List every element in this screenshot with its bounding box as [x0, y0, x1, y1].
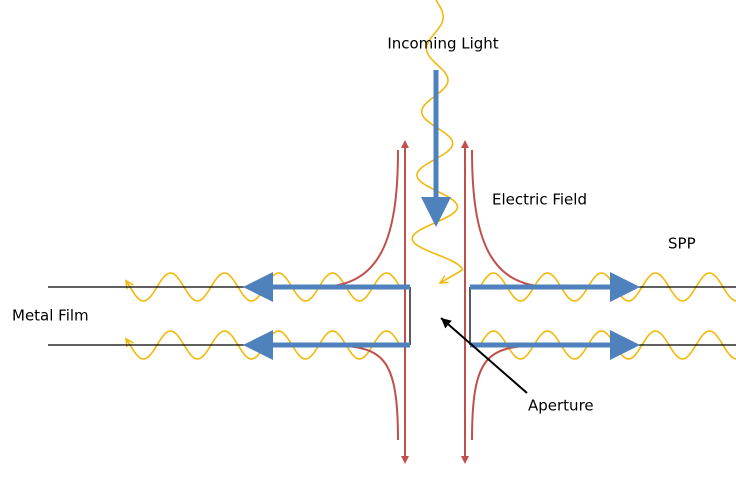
aperture-label: Aperture	[528, 397, 594, 415]
spp-label: SPP	[668, 235, 696, 253]
incoming-light-label: Incoming Light	[387, 35, 498, 53]
waves	[126, 0, 736, 359]
electric-field-label: Electric Field	[492, 191, 587, 209]
metal-film-label: Metal Film	[12, 307, 89, 325]
diagram: Incoming Light Electric Field SPP Metal …	[0, 0, 736, 494]
